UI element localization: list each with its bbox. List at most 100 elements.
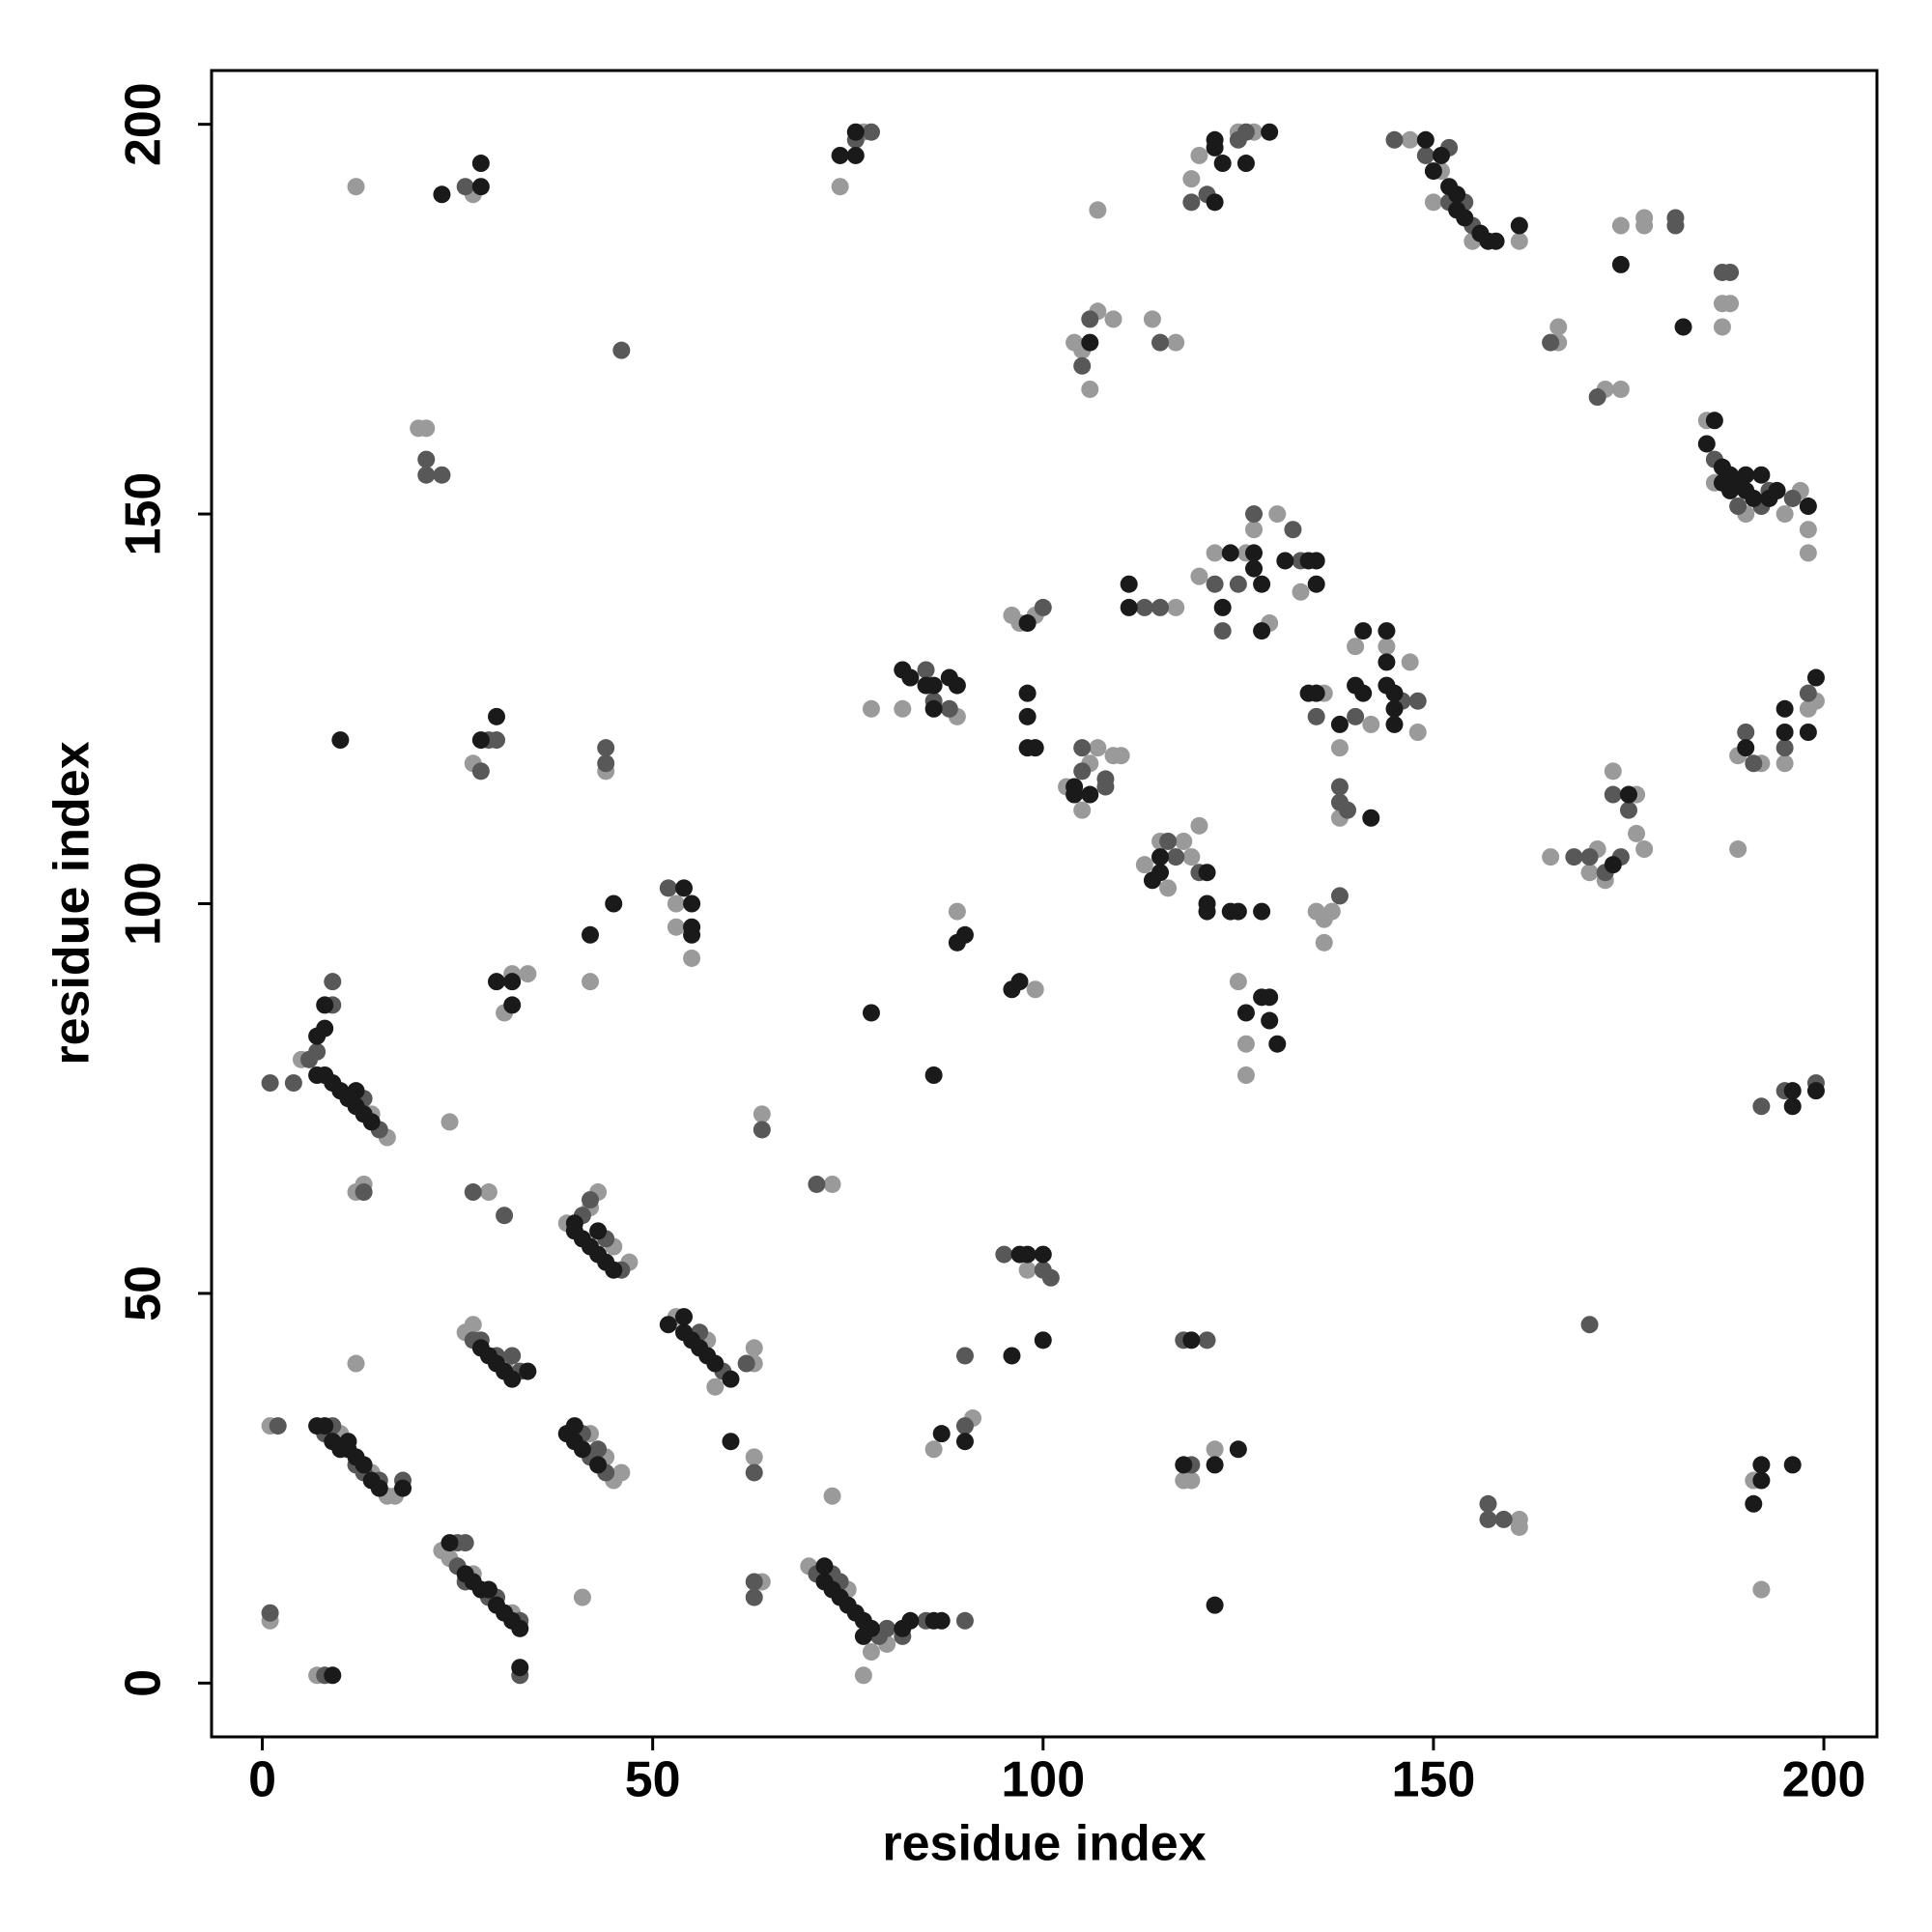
point <box>339 1433 357 1451</box>
point <box>355 1456 373 1474</box>
point <box>1674 318 1692 336</box>
point <box>1448 185 1466 204</box>
point <box>589 1440 608 1459</box>
point <box>1385 715 1404 733</box>
point <box>565 1417 583 1435</box>
point <box>683 949 701 967</box>
point <box>471 762 490 781</box>
point <box>1510 216 1528 235</box>
point <box>1737 723 1755 741</box>
point <box>1580 864 1599 882</box>
point <box>573 1588 591 1606</box>
point <box>456 1534 474 1552</box>
y-tick-label: 50 <box>116 1265 172 1321</box>
point <box>1073 762 1092 781</box>
point <box>331 731 350 750</box>
point <box>1167 848 1185 867</box>
point <box>1159 879 1178 897</box>
point <box>589 1222 608 1240</box>
point <box>948 676 966 695</box>
point <box>1182 1331 1201 1350</box>
point <box>1408 723 1427 741</box>
point <box>1120 598 1138 616</box>
point <box>456 178 474 196</box>
point <box>1041 1268 1060 1287</box>
point <box>1073 739 1092 757</box>
point <box>1089 201 1107 219</box>
point <box>612 341 631 359</box>
point <box>347 1354 365 1373</box>
point <box>479 1580 497 1599</box>
point <box>261 1604 279 1622</box>
point <box>706 1378 724 1396</box>
point <box>1034 1331 1052 1350</box>
point <box>1213 155 1232 173</box>
point <box>862 699 880 718</box>
point <box>823 1175 841 1193</box>
point <box>722 1370 740 1388</box>
point <box>503 1370 522 1388</box>
point <box>1003 1347 1021 1365</box>
point <box>1799 497 1817 516</box>
point <box>1487 232 1505 250</box>
point <box>464 1316 482 1334</box>
point <box>1783 1097 1802 1116</box>
point <box>1635 840 1654 859</box>
point <box>862 1619 880 1637</box>
point <box>1635 209 1654 227</box>
point <box>808 1175 826 1193</box>
y-tick-label: 100 <box>116 862 172 946</box>
point <box>1206 130 1224 149</box>
point <box>440 1534 459 1552</box>
point <box>1182 848 1201 867</box>
point <box>1729 840 1747 859</box>
point <box>1432 146 1450 164</box>
point <box>1456 209 1474 227</box>
point <box>316 1417 334 1435</box>
x-tick-label: 150 <box>1392 1752 1476 1808</box>
point <box>1190 567 1208 585</box>
point <box>815 1557 834 1576</box>
point <box>347 178 365 196</box>
point <box>417 419 436 438</box>
x-tick-label: 200 <box>1782 1752 1866 1808</box>
point <box>347 1082 365 1100</box>
point <box>955 925 974 944</box>
point <box>1253 575 1271 593</box>
x-tick-label: 0 <box>248 1752 276 1808</box>
point <box>1401 653 1419 671</box>
point <box>1721 263 1740 281</box>
point <box>924 699 943 718</box>
point <box>488 707 506 725</box>
point <box>1339 801 1357 819</box>
point <box>722 1433 740 1451</box>
point <box>1347 707 1365 725</box>
y-tick-label: 200 <box>116 82 172 166</box>
point <box>1401 130 1419 149</box>
point <box>1175 1456 1193 1474</box>
point <box>955 1433 974 1451</box>
point <box>1666 216 1685 235</box>
point <box>659 879 677 897</box>
point <box>706 1354 724 1373</box>
point <box>1806 668 1825 687</box>
point <box>1783 1456 1802 1474</box>
point <box>1549 318 1568 336</box>
point <box>1604 762 1622 781</box>
point <box>1776 723 1794 741</box>
point <box>1229 973 1247 991</box>
point <box>667 895 685 913</box>
point <box>745 1339 763 1357</box>
point <box>1588 388 1606 407</box>
point <box>316 1019 334 1037</box>
point <box>1580 1316 1599 1334</box>
point <box>1284 521 1302 539</box>
point <box>1604 785 1622 804</box>
point <box>955 1417 974 1435</box>
point <box>1307 552 1325 570</box>
point <box>1229 902 1247 921</box>
point <box>1799 723 1817 741</box>
point <box>737 1354 755 1373</box>
point <box>605 1261 623 1279</box>
point <box>417 466 436 484</box>
